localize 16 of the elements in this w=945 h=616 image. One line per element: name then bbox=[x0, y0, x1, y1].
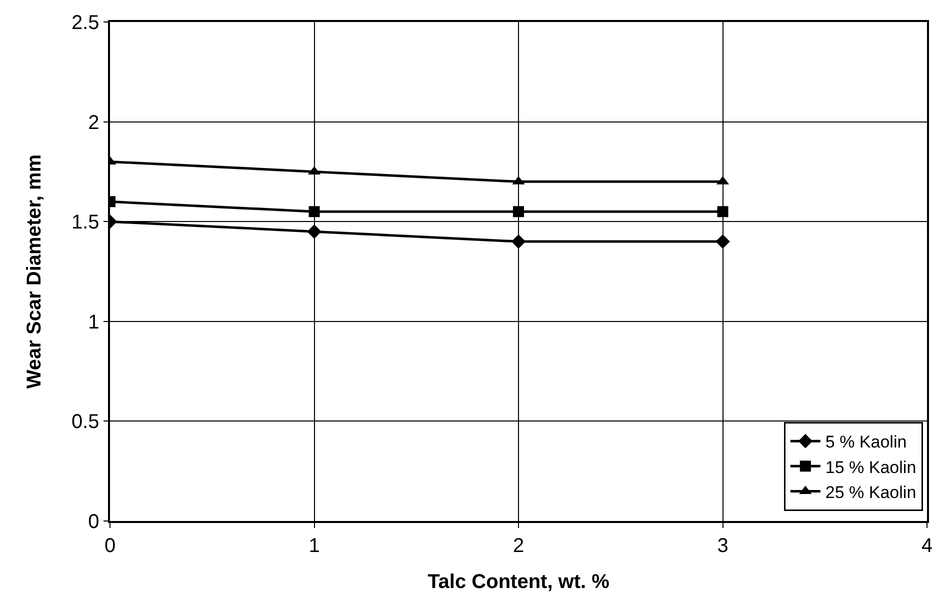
legend-label: 15 % Kaolin bbox=[825, 458, 916, 477]
y-tick-label: 2 bbox=[88, 112, 100, 134]
y-tick-label: 0 bbox=[88, 511, 100, 533]
y-tick-label: 1.5 bbox=[71, 212, 100, 234]
x-tick-label: 3 bbox=[717, 534, 728, 557]
y-tick-label: 0.5 bbox=[71, 411, 100, 434]
x-tick-label: 2 bbox=[512, 534, 524, 557]
y-tick-label: 1 bbox=[88, 311, 100, 334]
legend-label: 25 % Kaolin bbox=[825, 482, 916, 502]
legend-label: 5 % Kaolin bbox=[825, 432, 907, 452]
x-axis-title: Talc Content, wt. % bbox=[428, 570, 610, 593]
x-tick-label: 4 bbox=[921, 534, 933, 557]
x-tick-label: 0 bbox=[104, 534, 116, 557]
x-tick-label: 1 bbox=[308, 534, 320, 557]
y-tick-label: 2.5 bbox=[71, 12, 100, 34]
y-axis-title: Wear Scar Diameter, mm bbox=[23, 154, 46, 389]
